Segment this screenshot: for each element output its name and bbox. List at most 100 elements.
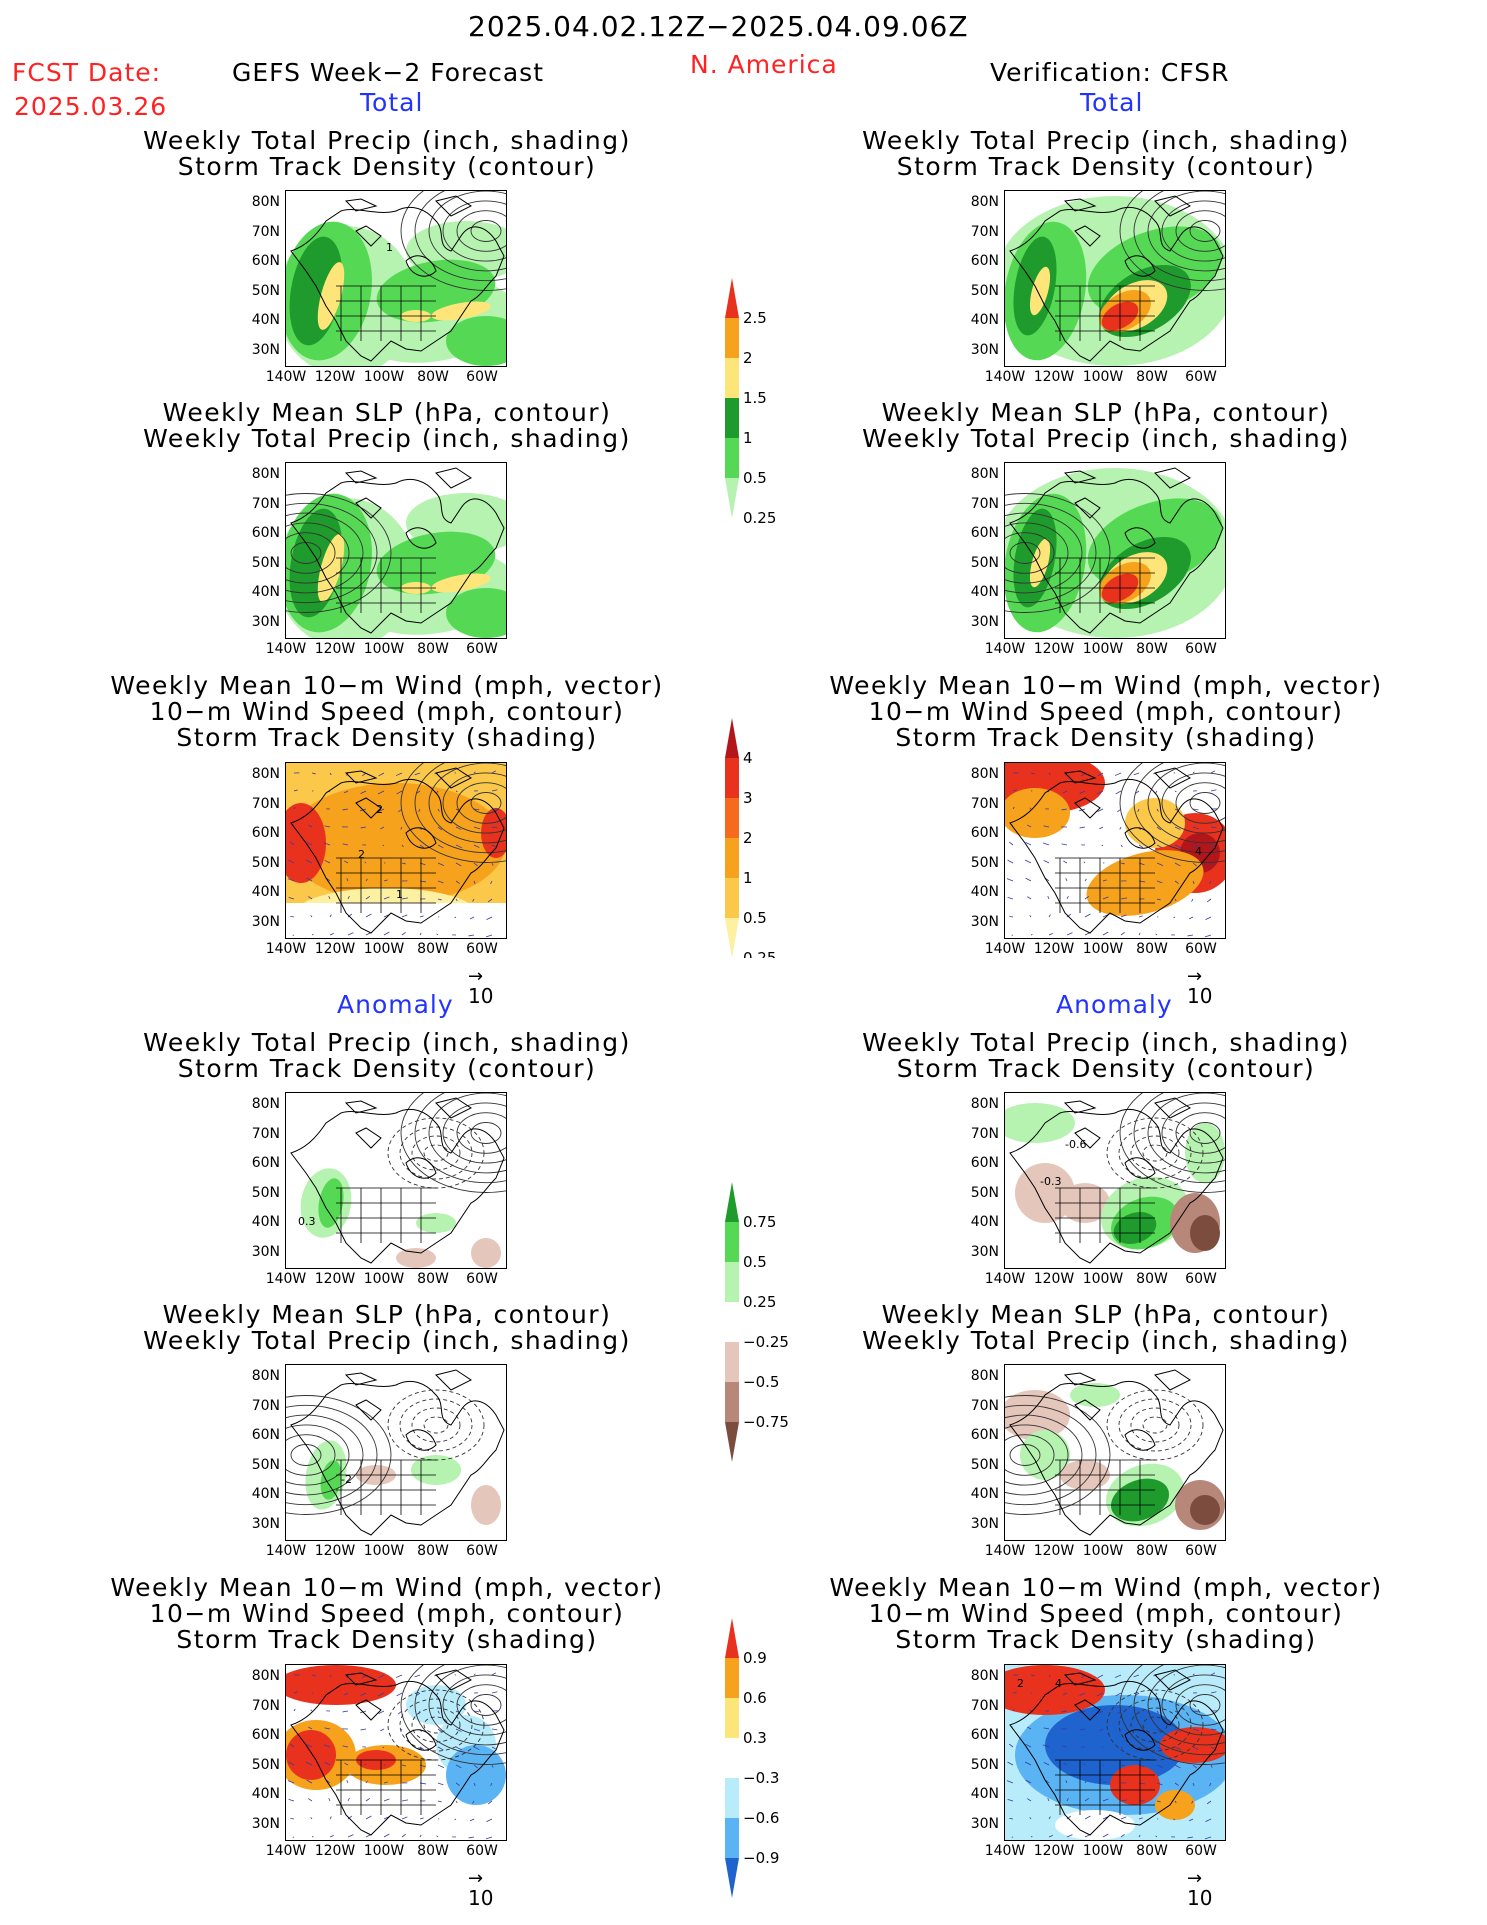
lat-tick-label: 60N [251,825,280,841]
vector-reference: → 10 [468,1868,494,1911]
colorbar-segment [725,358,739,398]
colorbar-tick-label: 1 [743,429,753,447]
section-total-left: Total [360,88,424,117]
map-image: 4 [1005,763,1225,938]
contour-label: 0.3 [298,1215,316,1228]
colorbar-segment [725,1618,739,1658]
lon-tick-label: 80W [417,1271,449,1287]
lat-tick-label: 80N [251,1668,280,1684]
lon-tick-label: 60W [466,1271,498,1287]
colorbar-tick-label: 0.25 [743,1293,776,1311]
lat-tick-label: 70N [970,223,999,240]
contour-label: 4 [1055,1677,1062,1690]
panel-title: Weekly Mean 10−m Wind (mph, vector) 10−m … [829,671,1383,752]
lat-tick-label: 50N [970,1184,999,1201]
contour-label: 2 [376,803,383,816]
lon-tick-label: 80W [417,1543,449,1559]
lat-tick-label: 40N [970,1786,999,1802]
map-panel: 0.3 [285,1092,507,1269]
lon-tick-label: 140W [984,369,1026,385]
map-image: 1 [286,191,506,366]
map-image [1005,467,1225,638]
lon-tick-label: 60W [466,641,498,657]
lon-tick-label: 80W [1136,1843,1168,1859]
lon-tick-label: 80W [1136,1543,1168,1559]
colorbar-segment [725,838,739,878]
section-total-right: Total [1080,88,1144,117]
colorbar-tick-label: 0.6 [743,1689,767,1707]
colorbar-segment [725,758,739,798]
lat-tick-label: 40N [251,884,280,900]
colorbar-tick-label: 3 [743,789,753,807]
lon-tick-label: 60W [466,1543,498,1559]
lat-tick-label: 60N [251,1727,280,1743]
colorbar-tick-label: 0.25 [743,949,776,958]
forecast-title: GEFS Week−2 Forecast [232,58,545,87]
map-image: -2 [286,1369,505,1536]
lat-tick-label: 70N [970,1697,999,1714]
colorbar-tick-label: 4 [743,749,753,767]
colorbar-tick-label: 1.5 [743,389,767,407]
map-image: 0.3 [290,1093,506,1268]
lon-tick-label: 100W [1082,1843,1124,1859]
map-panel [285,1664,507,1841]
lon-tick-label: 100W [1082,641,1124,657]
panel-title: Weekly Total Precip (inch, shading) Storm… [862,126,1350,181]
lon-tick-label: 80W [1136,941,1168,957]
lon-tick-label: 80W [417,941,449,957]
lon-tick-label: 100W [363,369,405,385]
colorbar-tick-label: −0.75 [743,1413,789,1431]
lat-tick-label: 80N [970,1668,999,1684]
lon-tick-label: 100W [363,1271,405,1287]
lon-tick-label: 80W [417,641,449,657]
lat-tick-label: 70N [251,795,280,812]
colorbar-segment [725,1738,739,1778]
colorbar-segment [725,278,739,318]
lon-tick-label: 80W [1136,369,1168,385]
region-label: N. America [690,50,838,79]
lat-tick-label: 70N [251,1125,280,1142]
lat-tick-label: 70N [970,795,999,812]
lat-tick-label: 30N [251,913,280,930]
contour-label: 2 [1017,1677,1024,1690]
lon-tick-label: 100W [363,641,405,657]
colorbar-segment [725,1778,739,1818]
colorbar-segment [725,398,739,438]
lon-tick-label: 100W [1082,941,1124,957]
vector-reference: → 10 [1187,1868,1213,1911]
lon-tick-label: 120W [314,369,356,385]
colorbar-tick-label: 0.5 [743,469,767,487]
colorbar-tick-label: 1 [743,869,753,887]
map-image [286,1665,506,1840]
verification-title: Verification: CFSR [990,58,1230,87]
lon-tick-label: 120W [1033,641,1075,657]
lat-tick-label: 70N [970,1125,999,1142]
contour-label: 4 [1195,845,1202,858]
lat-tick-label: 40N [970,584,999,600]
map-panel: 2 2 1 [285,762,507,939]
lat-tick-label: 50N [970,1456,999,1473]
colorbar-tick-label: −0.3 [743,1769,779,1787]
map-image [1005,191,1225,366]
lon-tick-label: 140W [265,1271,307,1287]
lon-tick-label: 140W [984,1843,1026,1859]
map-panel [1004,190,1226,367]
map-image: -0.6 -0.3 [1005,1093,1225,1264]
lat-tick-label: 80N [251,766,280,782]
lon-tick-label: 60W [1185,1843,1217,1859]
vector-reference: → 10 [1187,966,1213,1009]
colorbar-tick-label: 2 [743,349,753,367]
lon-tick-label: 140W [984,1271,1026,1287]
lat-tick-label: 60N [970,253,999,269]
colorbar-tick-label: 0.25 [743,509,776,527]
lat-tick-label: 50N [251,1184,280,1201]
lon-tick-label: 80W [1136,1271,1168,1287]
colorbar-precip-anomaly: 0.75 0.5 0.25 −0.25 −0.5 −0.75 [725,1182,789,1462]
lat-tick-label: 50N [970,1756,999,1773]
lon-tick-label: 100W [363,1543,405,1559]
lat-tick-label: 30N [251,1815,280,1832]
lon-tick-label: 60W [1185,369,1217,385]
contour-label: -0.6 [1065,1138,1086,1151]
lat-tick-label: 50N [251,554,280,571]
panel-title: Weekly Total Precip (inch, shading) Storm… [143,126,631,181]
